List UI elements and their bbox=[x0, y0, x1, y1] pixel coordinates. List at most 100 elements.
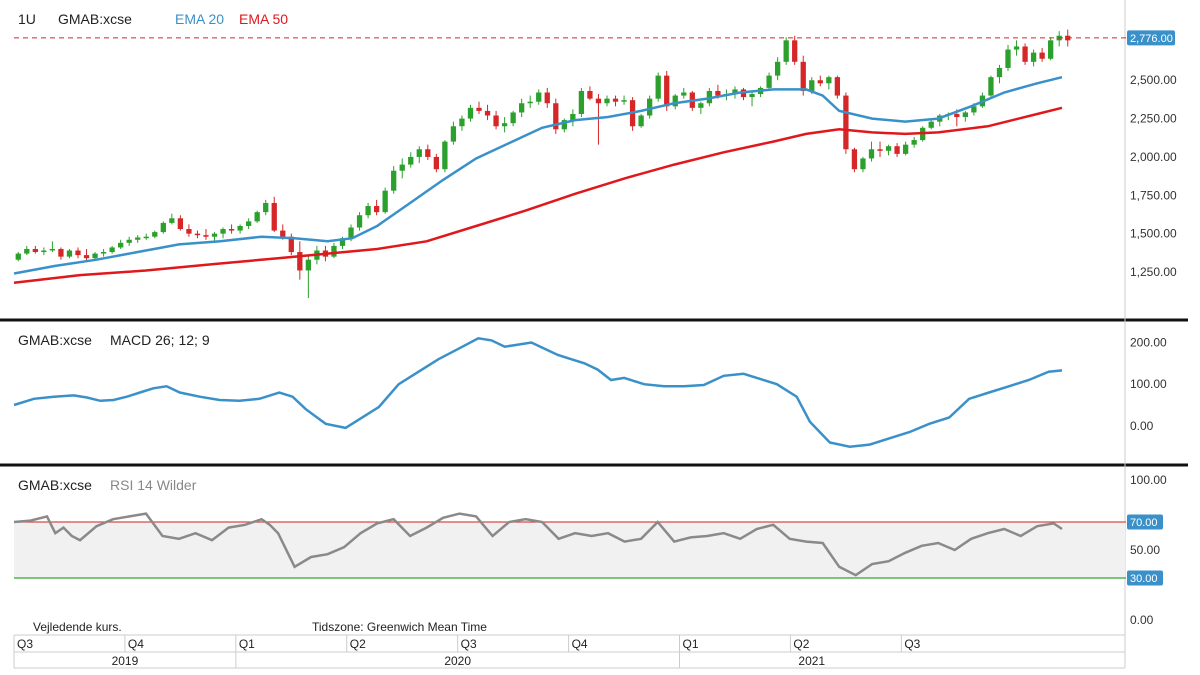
candle bbox=[655, 72, 661, 102]
candle-body bbox=[100, 252, 107, 254]
candle bbox=[621, 95, 627, 105]
candle bbox=[41, 247, 47, 256]
candle-body bbox=[15, 253, 21, 260]
candle-body bbox=[544, 92, 550, 104]
quarter-label[interactable]: Q4 bbox=[128, 637, 144, 651]
price-tick-label: 2,500.00 bbox=[1130, 73, 1177, 87]
rsi-tick-label: 50.00 bbox=[1130, 543, 1160, 557]
candle-body bbox=[664, 75, 670, 107]
last-price-value: 2,776.00 bbox=[1130, 33, 1173, 45]
quarter-label[interactable]: Q3 bbox=[461, 637, 477, 651]
candle-body bbox=[783, 40, 789, 62]
time-axis[interactable]: Q3 Q4 Q1 Q2 Q3 Q4 Q1 Q2 Q3 2019 2020 2021 bbox=[13, 635, 921, 668]
candle-body bbox=[604, 98, 610, 104]
candle bbox=[595, 94, 602, 145]
candle bbox=[672, 94, 678, 110]
candle bbox=[647, 95, 653, 119]
candle-body bbox=[245, 221, 252, 226]
candle-body bbox=[612, 98, 619, 102]
quarter-label[interactable]: Q3 bbox=[17, 637, 33, 651]
candle-body bbox=[519, 103, 525, 113]
candle-body bbox=[24, 248, 30, 254]
candle-body bbox=[220, 229, 226, 234]
candle bbox=[493, 110, 499, 130]
candle bbox=[408, 152, 414, 168]
candle-body bbox=[416, 149, 422, 157]
candle-body bbox=[578, 90, 585, 114]
candle-body bbox=[484, 110, 491, 116]
candle bbox=[996, 64, 1003, 84]
candle bbox=[1022, 43, 1028, 65]
year-label[interactable]: 2019 bbox=[112, 654, 139, 668]
candle bbox=[135, 235, 141, 243]
quarter-label[interactable]: Q4 bbox=[572, 637, 588, 651]
candle-body bbox=[885, 146, 892, 151]
candle bbox=[911, 136, 917, 148]
quarter-label[interactable]: Q1 bbox=[683, 637, 699, 651]
candle-body bbox=[476, 107, 482, 111]
candle bbox=[186, 224, 192, 237]
candle bbox=[749, 92, 755, 107]
candle bbox=[476, 101, 482, 114]
candle-body bbox=[988, 77, 994, 96]
price-tick-label: 1,750.00 bbox=[1130, 188, 1177, 202]
candle-body bbox=[66, 250, 73, 257]
candle bbox=[143, 233, 149, 240]
candle bbox=[1030, 49, 1037, 67]
candle-body bbox=[83, 255, 90, 259]
macd-tick-label: 200.00 bbox=[1130, 336, 1167, 350]
candle bbox=[254, 210, 260, 223]
candle bbox=[1039, 48, 1045, 62]
macd-indicator-label[interactable]: MACD 26; 12; 9 bbox=[110, 332, 210, 348]
candle bbox=[399, 158, 405, 179]
quarter-label[interactable]: Q2 bbox=[350, 637, 366, 651]
candle-body bbox=[263, 202, 269, 213]
candle-body bbox=[570, 113, 576, 121]
candle bbox=[698, 101, 704, 114]
candle-body bbox=[160, 222, 166, 233]
candle bbox=[425, 144, 431, 160]
candle bbox=[937, 113, 943, 127]
candle bbox=[826, 75, 832, 90]
year-label[interactable]: 2020 bbox=[444, 654, 471, 668]
candle-body bbox=[32, 248, 38, 253]
candle bbox=[536, 89, 542, 105]
candle bbox=[109, 245, 115, 254]
candle-body bbox=[749, 94, 755, 98]
year-label[interactable]: 2021 bbox=[798, 654, 825, 668]
candle bbox=[792, 35, 798, 65]
interval-label[interactable]: 1U bbox=[18, 11, 36, 27]
quarter-label[interactable]: Q2 bbox=[793, 637, 809, 651]
candle bbox=[92, 252, 98, 260]
candle bbox=[860, 156, 866, 173]
candle bbox=[382, 187, 388, 214]
candle-body bbox=[442, 141, 448, 170]
candle-body bbox=[49, 248, 56, 251]
candle bbox=[877, 141, 883, 157]
rsi-indicator-label[interactable]: RSI 14 Wilder bbox=[110, 477, 197, 493]
quarter-label[interactable]: Q3 bbox=[904, 637, 920, 651]
candle-body bbox=[501, 123, 508, 127]
candle-body bbox=[493, 115, 499, 127]
quarter-label[interactable]: Q1 bbox=[239, 637, 255, 651]
candle-body bbox=[135, 237, 141, 240]
symbol-label[interactable]: GMAB:xcse bbox=[58, 11, 132, 27]
candle-body bbox=[774, 61, 781, 76]
candle bbox=[416, 146, 422, 164]
candle-body bbox=[1022, 46, 1028, 62]
candle bbox=[100, 248, 107, 257]
candle bbox=[49, 241, 56, 253]
candle bbox=[962, 110, 968, 122]
candle-body bbox=[288, 236, 294, 253]
candle bbox=[467, 104, 474, 122]
candle-body bbox=[271, 202, 277, 231]
candle-body bbox=[41, 250, 47, 253]
candle-body bbox=[186, 229, 192, 234]
candle-body bbox=[817, 80, 823, 84]
price-tick-label: 1,500.00 bbox=[1130, 227, 1177, 241]
candle-body bbox=[356, 215, 363, 228]
candle-body bbox=[851, 149, 858, 170]
candle-body bbox=[305, 259, 312, 271]
price-y-axis: 1,250.00 1,500.00 1,750.00 2,000.00 2,250.00… bbox=[1130, 73, 1177, 279]
timezone-note: Tidszone: Greenwich Mean Time bbox=[312, 620, 487, 634]
